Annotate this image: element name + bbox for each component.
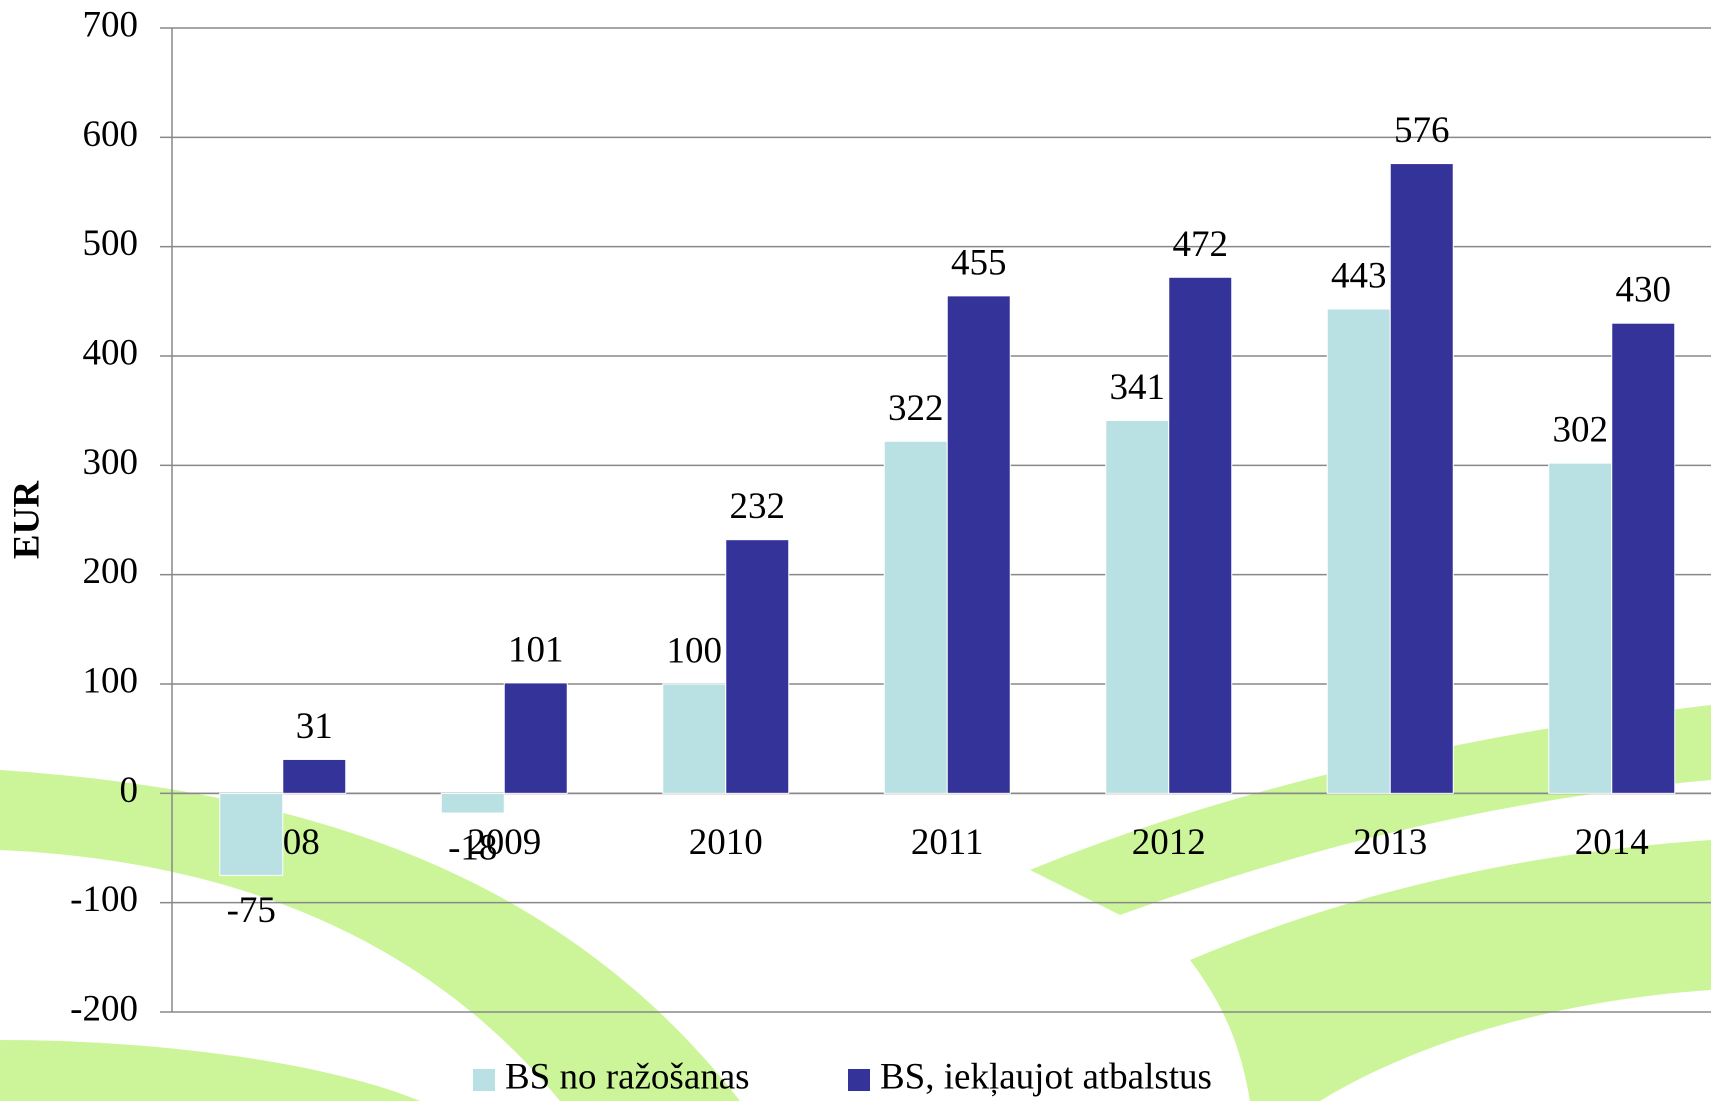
data-label: 302 [1553, 410, 1609, 451]
bar [1549, 463, 1612, 793]
data-label: 101 [508, 629, 564, 670]
y-tick-label: 500 [83, 223, 139, 264]
bar [1390, 164, 1453, 794]
data-label: -75 [227, 890, 276, 931]
y-tick-label: -100 [70, 879, 138, 920]
data-label: 232 [730, 486, 786, 527]
x-tick-label: 2010 [689, 822, 763, 863]
bar [441, 793, 504, 813]
data-label: 443 [1331, 255, 1387, 296]
bar [663, 684, 726, 793]
data-label: 31 [296, 706, 333, 747]
x-tick-label: 2013 [1353, 822, 1427, 863]
bar [283, 759, 346, 793]
bar [884, 441, 947, 793]
data-label: 322 [888, 388, 944, 429]
legend-label: BS no ražošanas [505, 1056, 750, 1097]
y-axis-label: EUR [6, 480, 47, 559]
bar [1612, 323, 1675, 793]
data-label: -18 [448, 827, 497, 868]
bar [1106, 421, 1169, 794]
y-tick-label: 300 [83, 442, 139, 483]
data-label: 430 [1616, 270, 1672, 311]
y-tick-label: 0 [120, 770, 139, 811]
data-label: 100 [667, 630, 723, 671]
x-tick-label: 2012 [1132, 822, 1206, 863]
bar [947, 296, 1010, 793]
y-tick-label: 400 [83, 332, 139, 373]
y-tick-label: 600 [83, 114, 139, 155]
legend-label: BS, iekļaujot atbalstus [880, 1056, 1212, 1097]
bar [1327, 309, 1390, 793]
page: EUR -200-10001002003004005006007002008-7… [0, 0, 1711, 1101]
y-tick-label: 100 [83, 660, 139, 701]
data-label: 455 [951, 242, 1007, 283]
bar [1169, 277, 1232, 793]
x-tick-label: 2011 [911, 822, 984, 863]
data-label: 576 [1394, 110, 1450, 151]
bar [726, 540, 789, 794]
y-tick-label: 200 [83, 551, 139, 592]
y-tick-label: 700 [83, 4, 139, 45]
y-tick-label: -200 [70, 988, 138, 1029]
bar [220, 793, 283, 875]
x-tick-label: 2014 [1575, 822, 1649, 863]
data-label: 472 [1173, 224, 1229, 265]
bar [504, 683, 567, 793]
legend-swatch [848, 1069, 870, 1091]
legend-swatch [473, 1069, 495, 1091]
chart: EUR -200-10001002003004005006007002008-7… [0, 0, 1711, 1101]
data-label: 341 [1110, 367, 1166, 408]
